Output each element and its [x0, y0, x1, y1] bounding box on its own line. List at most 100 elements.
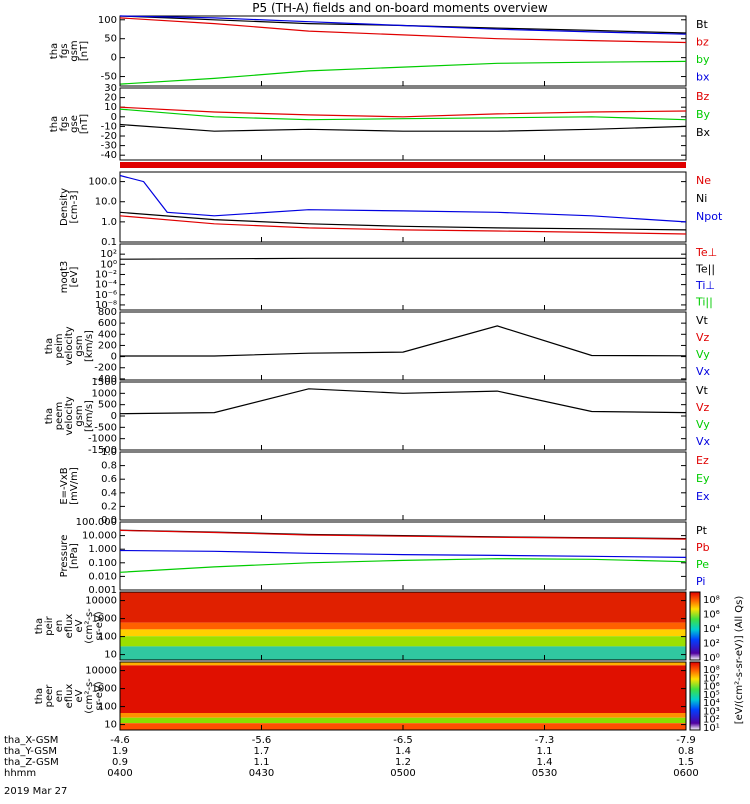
legend-entry: Bt [696, 18, 709, 31]
colorbar-tick-label: 10⁰ [703, 653, 720, 664]
x-row-name: hhmm [4, 768, 36, 779]
legend-entry: Vz [696, 401, 710, 414]
y-tick-label: -400 [94, 374, 117, 385]
colorbar-tick-label: 10⁶ [703, 610, 720, 621]
y-axis-label: gse [69, 115, 80, 133]
y-axis-label: sr-eV) [94, 611, 105, 640]
series-line-Ni [119, 211, 687, 231]
y-axis-label: tha [49, 116, 60, 132]
panel-p10: 10000 1000 100 10 tha peer en eflux eV (cm²-s-sr-… [34, 661, 687, 731]
panel-frame [119, 171, 687, 243]
x-row-value: -7.3 [535, 735, 555, 746]
y-tick-label: 10⁻⁴ [95, 280, 117, 291]
y-tick-label: 0.8 [101, 461, 117, 472]
y-tick-label: -40 [101, 150, 117, 161]
y-axis-label: eV [74, 689, 85, 702]
y-tick-label: -1000 [88, 434, 117, 445]
legend-entry: Ni [696, 192, 707, 205]
legend-entry: Bx [696, 126, 711, 139]
y-tick-label: 100 [98, 15, 117, 26]
series-line-Bt [119, 15, 687, 34]
x-row-value: 0.8 [678, 746, 694, 757]
y-axis-label: [km/s] [84, 330, 95, 362]
y-tick-label: 10⁰ [100, 259, 117, 270]
colorbar-tick-label: 10³ [703, 706, 720, 717]
y-tick-label: -10 [101, 121, 117, 132]
y-tick-label: 200 [98, 340, 117, 351]
spectrogram-band [120, 662, 686, 666]
x-row-value: 1.7 [254, 746, 270, 757]
y-axis-label: moqt3 [59, 261, 70, 294]
panel-frame [119, 381, 687, 451]
y-tick-label: 20 [104, 93, 117, 104]
y-tick-label: 0.1 [101, 237, 117, 248]
colorbars: 10⁸10⁶10⁴10²10⁰10⁸10⁷10⁶10⁵10⁴10³10²10¹[… [689, 591, 745, 734]
y-axis-label: [km/s] [84, 400, 95, 432]
y-axis-label: [nPa] [69, 543, 80, 569]
y-tick-label: 10² [100, 249, 117, 260]
legend-entry: Ne [696, 174, 711, 187]
y-axis-label: Density [59, 188, 70, 226]
legend-entry: Ex [696, 490, 710, 503]
legend-entry: Pi [696, 575, 705, 588]
x-row-value: 1.9 [112, 746, 128, 757]
y-axis-label: gsm [74, 405, 85, 426]
legend-entry: Vt [696, 384, 709, 397]
colorbar [689, 591, 701, 661]
panel-frame [119, 243, 687, 311]
legend-entry: Bz [696, 90, 710, 103]
spectrogram-band [120, 629, 686, 637]
y-tick-label: 1.0 [101, 217, 117, 228]
colorbar [689, 661, 701, 731]
x-row-value: 1.1 [254, 757, 270, 768]
legend-entry: by [696, 53, 710, 66]
y-tick-label: 10 [104, 102, 117, 113]
y-axis-label: eflux [64, 614, 75, 639]
legend-entry: Vy [696, 348, 710, 361]
x-axis-labels: tha_X-GSM -4.6 -5.6 -6.5 -7.3 -7.9 tha_Y-GSM 1.… [4, 735, 699, 779]
y-tick-label: 10⁻⁶ [95, 290, 117, 301]
x-row-value: 0600 [673, 768, 698, 779]
series-line-Bx [119, 123, 687, 132]
panel-p9: 10000 1000 100 10 tha peir en eflux eV (cm²-s-sr-… [34, 591, 687, 661]
y-axis-label: tha [44, 408, 55, 424]
series-line-Pe [119, 558, 687, 573]
y-axis-label: peir [44, 615, 55, 635]
y-axis-label: fgs [59, 116, 70, 131]
y-tick-label: 600 [98, 318, 117, 329]
colorbar-tick-label: 10⁵ [703, 690, 720, 701]
spectrogram-band [120, 636, 686, 647]
spectrogram-band [120, 717, 686, 724]
series-line-Vt [119, 388, 687, 415]
colorbar-tick-label: 10² [703, 639, 720, 650]
y-tick-label: 10000 [85, 596, 117, 607]
y-axis-label: [cm-3] [69, 190, 80, 223]
legend-entry: Vx [696, 365, 711, 378]
y-tick-label: -200 [94, 363, 117, 374]
x-row-name: tha_Z-GSM [4, 757, 59, 768]
y-tick-label: 10.0 [95, 197, 117, 208]
legend-entry: Pb [696, 541, 710, 554]
y-tick-label: 100.0 [88, 177, 117, 188]
spectrogram-band [120, 592, 686, 623]
x-row-value: 0430 [249, 768, 274, 779]
y-axis-label: [eV] [69, 267, 80, 288]
y-tick-label: 1.000 [88, 544, 117, 555]
colorbar-tick-label: 10¹ [703, 723, 720, 734]
mode-bar [120, 162, 686, 168]
series-line-Bz [119, 106, 687, 118]
panel-p3: 100.0 10.0 1.0 0.1 Density [cm-3] Ne Ni Npot [59, 171, 723, 248]
legend-entry: bz [696, 36, 709, 49]
panel-frame [119, 311, 687, 381]
colorbar-tick-label: 10⁸ [703, 665, 720, 676]
panel-frame [119, 15, 687, 87]
y-axis-label: sr-eV) [94, 681, 105, 710]
legend-entry: bx [696, 71, 710, 84]
y-tick-label: 10.000 [82, 531, 117, 542]
panel-frame [119, 87, 687, 161]
legend-entry: Pt [696, 524, 708, 537]
y-axis-label: [nT] [79, 114, 90, 134]
series-line-Ne [119, 215, 687, 235]
